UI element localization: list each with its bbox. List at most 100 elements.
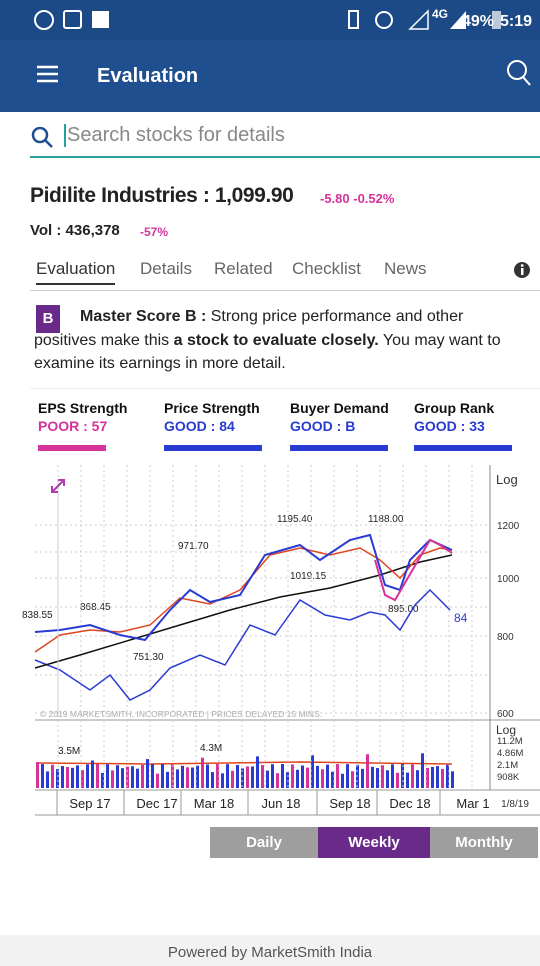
price-change: -5.80 -0.52% — [320, 191, 395, 206]
rating-bar — [164, 445, 262, 451]
rating-name: Buyer Demand — [290, 400, 389, 416]
app-bar — [0, 40, 540, 112]
tab[interactable]: Checklist — [292, 259, 361, 278]
bars-icons: 4G 49% 5:19 Evaluation — [34, 7, 532, 87]
volume-bar — [231, 770, 234, 788]
period-button[interactable]: Daily — [210, 827, 318, 858]
volume-change: -57% — [140, 225, 169, 239]
volume-bar — [216, 764, 219, 788]
tab[interactable]: Related — [214, 259, 273, 278]
volume-bar — [36, 762, 39, 788]
menu-icon[interactable] — [37, 65, 58, 83]
expand-icon[interactable] — [51, 479, 65, 493]
x-label: Dec 17 — [136, 796, 177, 811]
volume-bar — [86, 764, 89, 788]
volume-bar — [176, 769, 179, 788]
volume-log-label: Log — [496, 723, 516, 737]
stock-name: Pidilite Industries : 1,099.90 — [30, 184, 294, 207]
tabs-divider — [30, 290, 540, 291]
rating-value: GOOD : 84 — [164, 418, 235, 434]
x-label: Jun 18 — [261, 796, 300, 811]
rs-line — [34, 588, 451, 701]
volume-bar — [41, 764, 44, 788]
volume-bar — [141, 764, 144, 788]
price-label: 1019.15 — [290, 571, 327, 582]
volume-bar — [131, 766, 134, 788]
battery: 49% — [462, 13, 494, 30]
period-button[interactable]: Weekly — [318, 827, 430, 858]
price-label: 1195.40 — [277, 514, 313, 525]
volume-bar — [266, 770, 269, 788]
volume: Vol : 436,378 — [30, 222, 120, 239]
volume-bar — [236, 765, 239, 788]
volume-bar — [256, 756, 259, 788]
tab[interactable]: Evaluation — [36, 259, 116, 285]
x-label: Dec 18 — [389, 796, 430, 811]
volume-average — [35, 761, 453, 765]
app-icon — [63, 10, 82, 29]
volume-bar — [101, 772, 104, 788]
price-label: 971.70 — [178, 541, 209, 552]
volume-bar — [391, 764, 394, 788]
volume-bar — [296, 769, 299, 788]
rating-bar — [290, 445, 388, 451]
volume-bar — [411, 764, 414, 788]
y-label: 600 — [497, 709, 514, 720]
volume-bar — [116, 765, 119, 788]
volume-bar — [81, 770, 84, 788]
period-button[interactable]: Monthly — [430, 827, 538, 858]
chart-panel — [30, 388, 540, 817]
tab[interactable]: News — [384, 259, 427, 278]
volume-bar — [271, 764, 274, 788]
search-icon[interactable] — [507, 60, 531, 86]
volume-bar — [126, 766, 129, 788]
volume-bar — [281, 764, 284, 788]
score-text-1: Strong price performance and other posit… — [34, 308, 464, 349]
volume-bar — [61, 766, 64, 788]
rating-value: POOR : 57 — [38, 418, 108, 434]
info-icon[interactable] — [512, 260, 532, 280]
y-label: 1000 — [497, 574, 520, 585]
volume-bar — [336, 764, 339, 788]
volume-bar — [156, 773, 159, 788]
price-label: 1188.00 — [368, 514, 404, 525]
volume-bar — [121, 768, 124, 788]
x-label: Mar 1 — [456, 796, 489, 811]
volume-bar — [201, 757, 204, 788]
date-label: 1/8/19 — [501, 799, 529, 810]
signal-icon — [408, 9, 429, 30]
volume-bar — [211, 772, 214, 788]
volume-bar — [196, 765, 199, 788]
battery-icon — [492, 11, 501, 29]
volume-bar — [151, 764, 154, 788]
price-label: 751.30 — [133, 652, 164, 663]
rs-label: 84 — [454, 611, 468, 625]
volume-bar — [91, 760, 94, 788]
volume-bar — [166, 771, 169, 788]
status-bar — [0, 0, 540, 40]
y-label: 800 — [497, 632, 514, 643]
score-text: Master Score B : Strong price performanc… — [34, 305, 524, 376]
volume-bar — [161, 764, 164, 788]
volume-bar — [261, 765, 264, 788]
volume-bar — [426, 767, 429, 788]
volume-bar — [361, 768, 364, 788]
score-emphasis: a stock to evaluate closely. — [173, 331, 379, 349]
volume-bar — [136, 768, 139, 788]
volume-bar — [351, 771, 354, 788]
rating-value: GOOD : 33 — [414, 418, 485, 434]
x-label: Sep 17 — [69, 796, 110, 811]
volume-label: 4.86M — [497, 748, 523, 759]
volume-bar — [251, 766, 254, 788]
whatsapp-icon — [34, 10, 54, 30]
tab[interactable]: Details — [140, 259, 192, 278]
volume-bar — [376, 768, 379, 788]
volume-bar — [436, 766, 439, 788]
search-input[interactable]: Search stocks for details — [64, 124, 285, 147]
title: Evaluation — [97, 65, 198, 87]
volume-bar — [346, 764, 349, 788]
gallery-icon — [92, 11, 109, 28]
volume-bar — [331, 771, 334, 788]
